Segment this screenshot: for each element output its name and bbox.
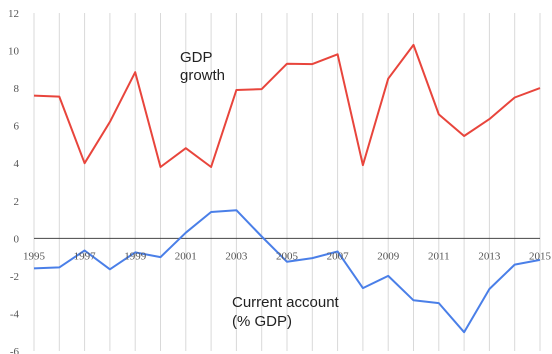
y-tick-label: 6 — [14, 121, 20, 133]
series-lines — [33, 43, 541, 334]
y-tick-label: 2 — [14, 196, 20, 208]
gdp-growth-label-line-1: GDP — [180, 49, 213, 66]
grid-lines — [33, 13, 541, 351]
x-tick-label: 2015 — [529, 250, 552, 262]
x-tick-label: 2003 — [225, 250, 248, 262]
series-labels: GDP growth Current account (% GDP) — [180, 49, 340, 330]
x-tick-label: 2013 — [478, 250, 501, 262]
y-tick-label: 10 — [8, 46, 20, 58]
current-account-label-line-1: Current account — [232, 294, 340, 311]
x-tick-label: 1995 — [23, 250, 46, 262]
gdp-growth-label-line-2: growth — [180, 67, 225, 84]
x-tick-label: 2005 — [276, 250, 299, 262]
y-axis-tick-labels: -6 -4 -2 0 2 4 6 8 10 12 — [8, 8, 20, 354]
x-tick-label: 1999 — [124, 250, 147, 262]
y-tick-label: 4 — [14, 158, 20, 170]
y-tick-label: 12 — [8, 8, 19, 20]
x-tick-label: 1997 — [74, 250, 97, 262]
x-tick-label: 2007 — [327, 250, 350, 262]
x-tick-label: 2009 — [377, 250, 400, 262]
series-line-gdp-growth — [33, 43, 541, 168]
y-tick-label: -4 — [10, 308, 20, 320]
series-line-current-account-gdp — [33, 209, 541, 334]
y-tick-label: 8 — [14, 83, 20, 95]
current-account-label-line-2: (% GDP) — [232, 313, 292, 330]
x-axis-tick-labels: 1995 1997 1999 2001 2003 2005 2007 2009 2011 2013… — [23, 250, 552, 262]
y-tick-label: 0 — [14, 233, 20, 245]
y-tick-label: -2 — [10, 271, 19, 283]
x-tick-label: 2001 — [175, 250, 197, 262]
x-tick-label: 2011 — [428, 250, 450, 262]
y-tick-label: -6 — [10, 346, 20, 354]
